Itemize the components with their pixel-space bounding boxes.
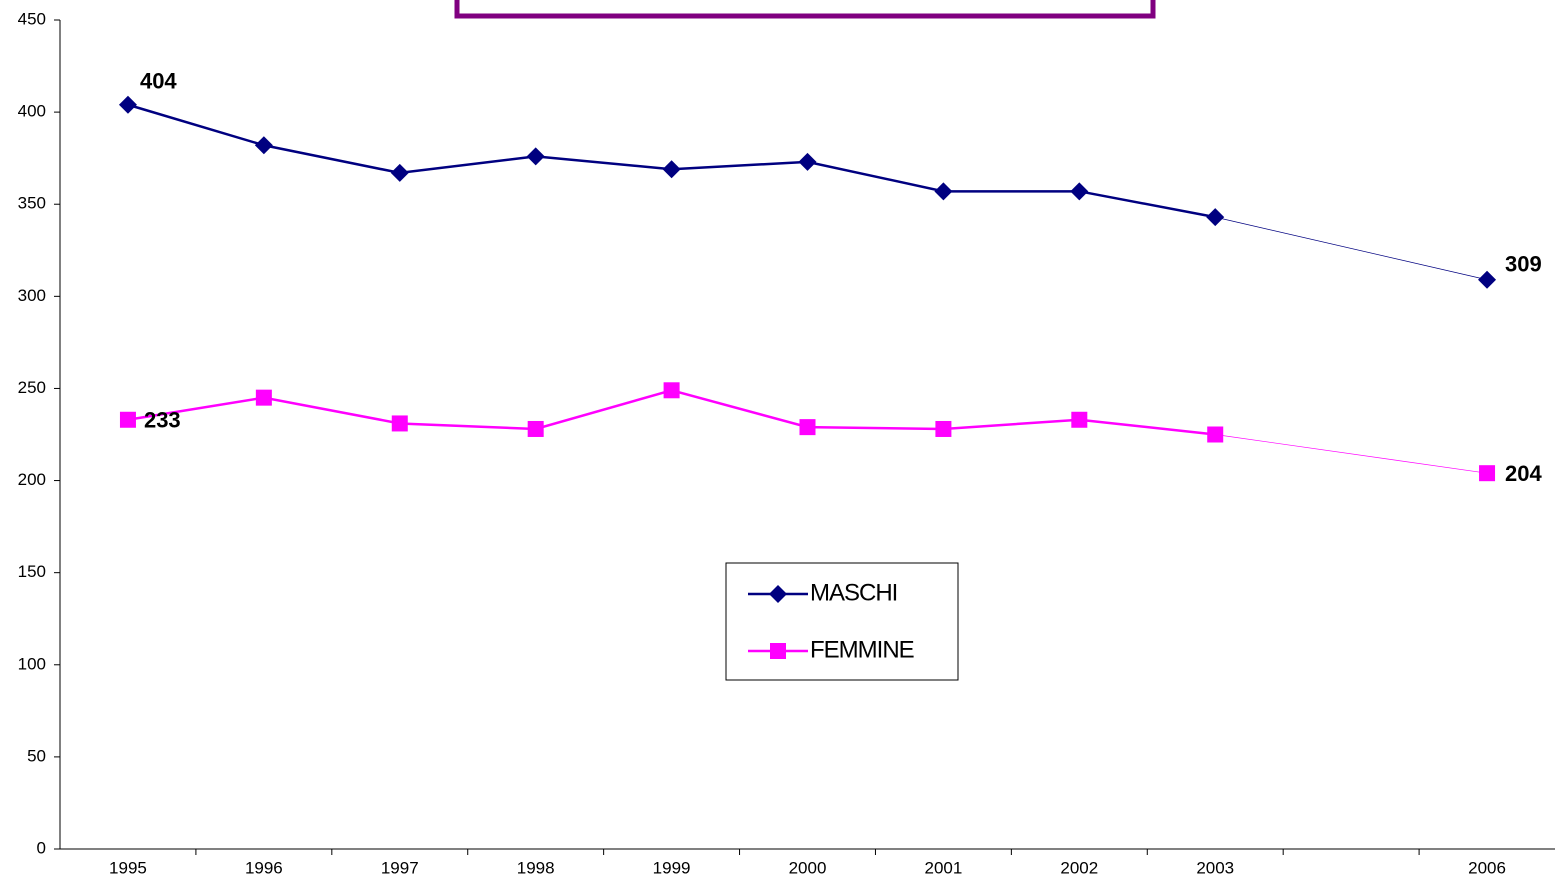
y-tick-label: 300 — [18, 286, 46, 305]
marker — [526, 147, 545, 166]
legend-label: MASCHI — [810, 579, 897, 606]
marker — [770, 643, 786, 659]
marker — [1071, 411, 1088, 428]
y-tick-label: 50 — [27, 746, 46, 765]
data-label: 204 — [1505, 461, 1542, 486]
marker — [391, 415, 408, 432]
marker — [1207, 426, 1224, 443]
title-box — [454, 0, 1156, 19]
marker — [255, 389, 272, 406]
marker — [798, 152, 817, 171]
y-tick-label: 400 — [18, 102, 46, 121]
data-label: 404 — [140, 69, 177, 94]
y-tick-label: 250 — [18, 378, 46, 397]
data-label: 233 — [144, 408, 181, 433]
marker — [390, 163, 409, 182]
marker — [118, 95, 137, 114]
marker — [799, 419, 816, 436]
marker — [1206, 208, 1225, 227]
x-tick-label: 2002 — [1060, 858, 1098, 877]
marker — [935, 420, 952, 437]
x-tick-label: 1996 — [245, 858, 283, 877]
marker — [769, 585, 787, 603]
gap-connector — [1215, 216, 1488, 281]
marker — [934, 182, 953, 201]
x-tick-label: 1999 — [653, 858, 691, 877]
gap-connector — [1215, 434, 1488, 474]
x-tick-label: 2003 — [1196, 858, 1234, 877]
marker — [527, 420, 544, 437]
legend — [725, 562, 959, 681]
y-tick-label: 150 — [18, 562, 46, 581]
marker — [1479, 465, 1496, 482]
marker — [663, 382, 680, 399]
y-tick-label: 200 — [18, 470, 46, 489]
x-tick-label: 2006 — [1468, 858, 1506, 877]
y-tick-label: 350 — [18, 194, 46, 213]
marker — [662, 160, 681, 179]
x-tick-label: 2000 — [789, 858, 827, 877]
marker — [1478, 270, 1497, 289]
data-label: 309 — [1505, 252, 1542, 277]
y-tick-label: 450 — [18, 9, 46, 28]
x-tick-label: 1997 — [381, 858, 419, 877]
y-tick-label: 100 — [18, 654, 46, 673]
x-tick-label: 2001 — [924, 858, 962, 877]
legend-label: FEMMINE — [810, 636, 914, 663]
x-tick-label: 1998 — [517, 858, 555, 877]
series-line — [128, 105, 1487, 280]
marker — [1070, 182, 1089, 201]
y-tick-label: 0 — [37, 838, 46, 857]
marker — [254, 136, 273, 155]
x-tick-label: 1995 — [109, 858, 147, 877]
marker — [119, 411, 136, 428]
